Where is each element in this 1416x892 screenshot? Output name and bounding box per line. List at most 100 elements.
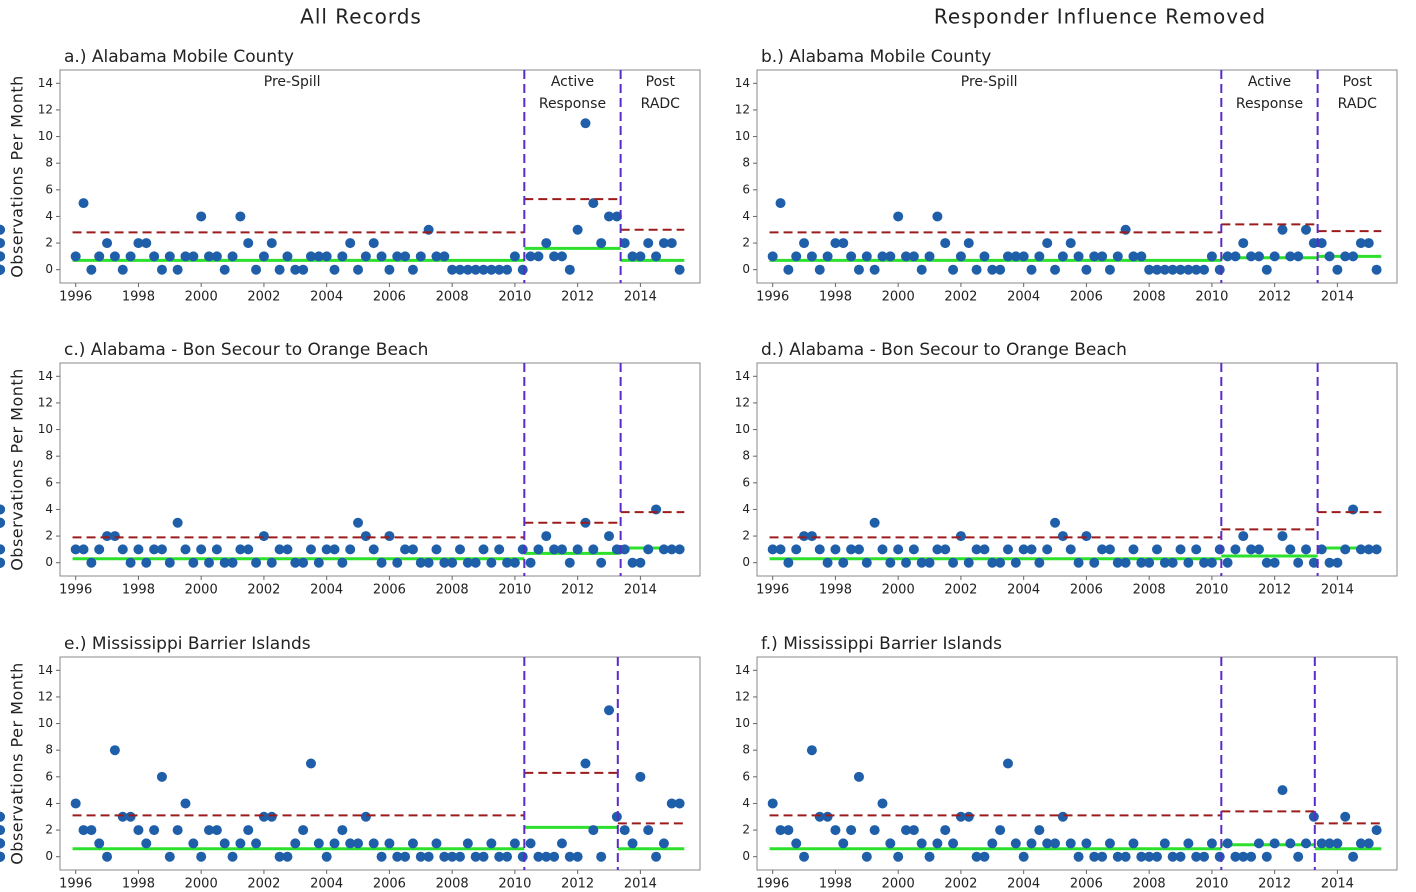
y-tick-label: 12: [38, 395, 53, 409]
data-point: [1175, 264, 1186, 275]
data-point: [243, 544, 254, 555]
data-point: [611, 544, 622, 555]
data-point: [1167, 557, 1178, 568]
data-point: [204, 557, 215, 568]
x-tick-label: 2010: [1195, 583, 1228, 598]
data-point: [258, 811, 269, 822]
data-point: [1206, 838, 1217, 849]
data-point: [1285, 544, 1296, 555]
y-tick-label: 12: [38, 689, 53, 703]
y-tick-label: 14: [38, 663, 53, 677]
y-tick-label: 0: [742, 262, 750, 276]
data-point: [321, 851, 332, 862]
panel-title: b.) Alabama Mobile County: [761, 47, 991, 67]
x-tick-label: 2008: [436, 290, 469, 305]
data-point: [1104, 544, 1115, 555]
data-point: [337, 557, 348, 568]
x-tick-label: 2000: [185, 877, 218, 892]
data-point: [384, 838, 395, 849]
panel-title: f.) Mississippi Barrier Islands: [761, 634, 1002, 654]
phase-label: Pre-Spill: [264, 74, 321, 90]
data-point: [196, 544, 207, 555]
data-point: [345, 838, 356, 849]
data-point: [1010, 838, 1021, 849]
data-point: [1073, 557, 1084, 568]
data-point: [1253, 251, 1264, 262]
data-point: [658, 544, 669, 555]
data-point: [141, 238, 152, 249]
data-point: [313, 557, 324, 568]
y-axis-label: Observations Per Month: [8, 75, 27, 278]
data-point: [282, 851, 293, 862]
data-point: [1222, 251, 1233, 262]
data-point: [455, 264, 465, 275]
data-point: [533, 851, 544, 862]
data-point: [400, 251, 411, 262]
data-point: [955, 251, 966, 262]
y-tick-label: 8: [45, 743, 53, 757]
data-point: [1026, 264, 1037, 275]
x-tick-label: 1998: [122, 290, 155, 305]
data-point: [893, 851, 904, 862]
data-point: [337, 825, 348, 836]
data-point: [541, 531, 552, 542]
data-point: [932, 544, 943, 555]
data-point: [305, 251, 316, 262]
data-point: [893, 211, 904, 222]
data-point: [1230, 851, 1241, 862]
data-point: [643, 825, 654, 836]
data-point: [188, 251, 199, 262]
data-point: [1018, 251, 1029, 262]
data-point: [1120, 557, 1131, 568]
data-point: [235, 211, 246, 222]
data-point: [227, 557, 238, 568]
data-point: [775, 825, 786, 836]
data-point: [211, 825, 222, 836]
data-point: [901, 557, 912, 568]
data-point: [407, 264, 418, 275]
y-tick-label: 2: [45, 529, 53, 543]
x-tick-label: 2010: [498, 583, 531, 598]
x-tick-label: 1998: [819, 583, 852, 598]
data-point: [604, 531, 615, 542]
data-point: [924, 251, 935, 262]
data-point: [1018, 544, 1029, 555]
y-tick-label: 2: [742, 529, 750, 543]
data-point: [384, 531, 395, 542]
data-point: [861, 851, 872, 862]
x-tick-label: 2002: [247, 583, 280, 598]
x-tick-label: 2006: [1070, 290, 1103, 305]
data-point: [70, 798, 81, 809]
data-point: [1316, 238, 1327, 249]
data-point: [94, 251, 105, 262]
data-point: [0, 825, 5, 836]
data-point: [251, 557, 262, 568]
y-tick-label: 14: [735, 663, 750, 677]
data-point: [1199, 264, 1210, 275]
data-point: [525, 251, 536, 262]
data-point: [1277, 224, 1288, 235]
data-point: [1355, 238, 1366, 249]
x-tick-label: 1996: [756, 290, 789, 305]
data-point: [70, 544, 81, 555]
y-tick-label: 12: [38, 102, 53, 116]
data-point: [1002, 251, 1013, 262]
data-point: [1042, 838, 1053, 849]
data-point: [1128, 544, 1139, 555]
data-point: [282, 544, 293, 555]
data-point: [219, 264, 230, 275]
data-point: [1089, 557, 1100, 568]
data-point: [470, 557, 481, 568]
data-point: [814, 264, 825, 275]
data-point: [517, 851, 528, 862]
x-tick-label: 2008: [436, 583, 469, 598]
data-point: [102, 851, 113, 862]
data-point: [806, 745, 817, 756]
phase-label: Post: [1343, 74, 1373, 90]
data-point: [541, 238, 552, 249]
y-tick-label: 8: [742, 449, 750, 463]
data-point: [78, 198, 89, 209]
data-point: [431, 544, 442, 555]
data-point: [1002, 544, 1013, 555]
data-point: [353, 264, 364, 275]
